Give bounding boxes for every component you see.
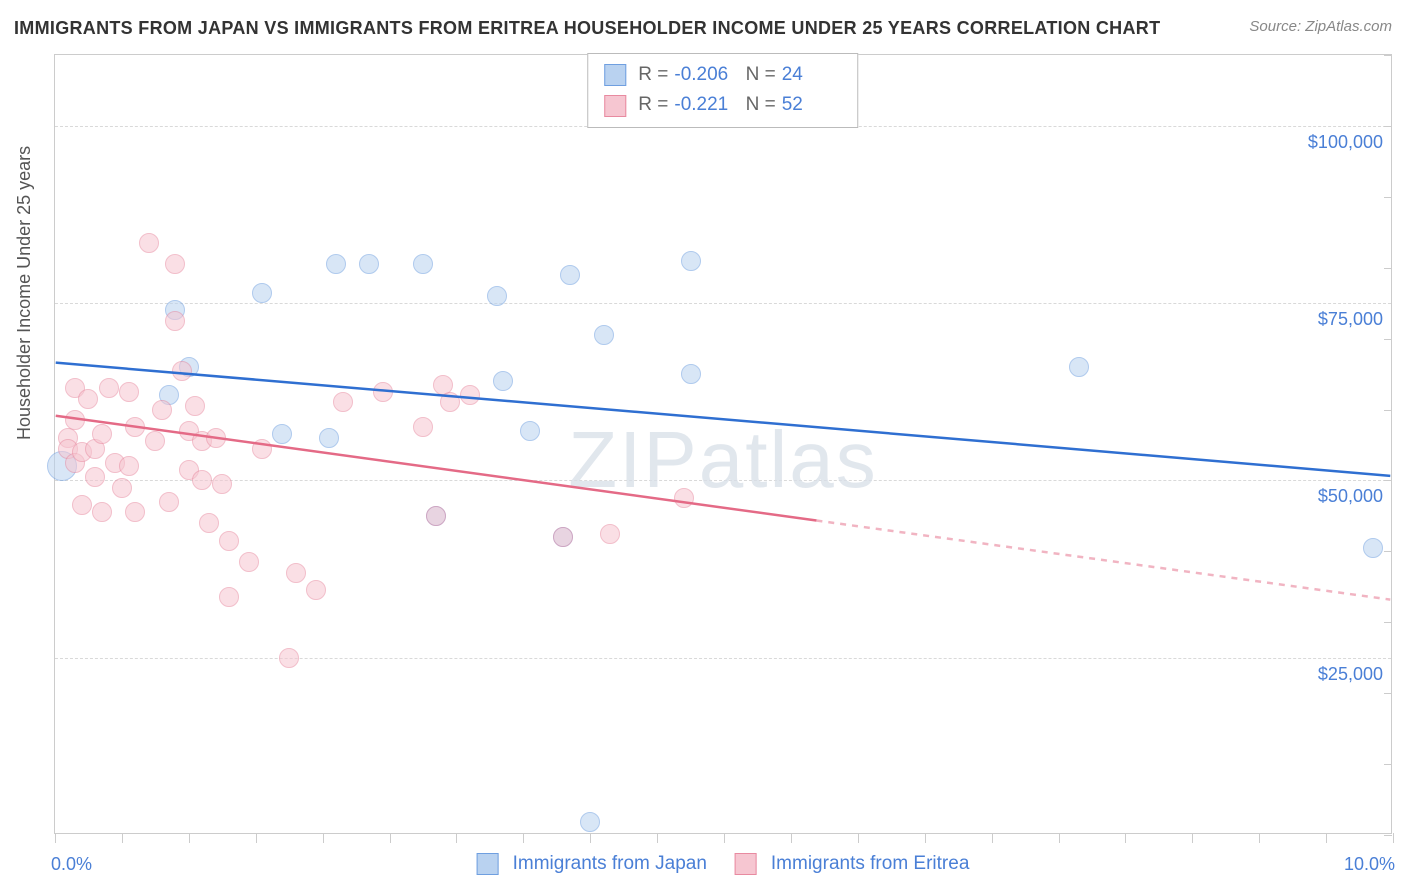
stats-row-0: R = -0.206 N = 24: [604, 60, 841, 90]
data-point: [487, 286, 507, 306]
data-point: [279, 648, 299, 668]
data-point: [165, 311, 185, 331]
data-point: [125, 502, 145, 522]
data-point: [252, 283, 272, 303]
data-point: [493, 371, 513, 391]
data-point: [426, 506, 446, 526]
data-point: [212, 474, 232, 494]
legend-item-0: Immigrants from Japan: [477, 853, 707, 875]
data-point: [78, 389, 98, 409]
data-point: [460, 385, 480, 405]
data-point: [239, 552, 259, 572]
data-point: [159, 492, 179, 512]
data-point: [165, 254, 185, 274]
y-axis-title: Householder Income Under 25 years: [14, 146, 35, 440]
data-point: [199, 513, 219, 533]
data-point: [359, 254, 379, 274]
swatch-series-0: [604, 64, 626, 86]
data-point: [85, 467, 105, 487]
data-point: [681, 251, 701, 271]
data-point: [272, 424, 292, 444]
chart-title: IMMIGRANTS FROM JAPAN VS IMMIGRANTS FROM…: [14, 18, 1160, 39]
data-point: [119, 456, 139, 476]
x-tick-label-min: 0.0%: [51, 854, 92, 875]
data-point: [306, 580, 326, 600]
data-point: [99, 378, 119, 398]
data-point: [594, 325, 614, 345]
data-point: [145, 431, 165, 451]
title-bar: IMMIGRANTS FROM JAPAN VS IMMIGRANTS FROM…: [14, 18, 1392, 39]
data-point: [172, 361, 192, 381]
y-tick-label: $50,000: [1283, 486, 1383, 507]
data-point: [119, 382, 139, 402]
data-point: [65, 410, 85, 430]
data-point: [185, 396, 205, 416]
gridline-h: [55, 480, 1391, 481]
source-label: Source: ZipAtlas.com: [1249, 18, 1392, 35]
data-point: [440, 392, 460, 412]
data-point: [219, 531, 239, 551]
data-point: [219, 587, 239, 607]
stats-row-1: R = -0.221 N = 52: [604, 90, 841, 120]
data-point: [326, 254, 346, 274]
gridline-h: [55, 658, 1391, 659]
legend-item-1: Immigrants from Eritrea: [735, 853, 969, 875]
data-point: [520, 421, 540, 441]
y-tick-label: $75,000: [1283, 309, 1383, 330]
y-tick-label: $100,000: [1283, 132, 1383, 153]
legend-swatch-1: [735, 853, 757, 875]
data-point: [139, 233, 159, 253]
data-point: [125, 417, 145, 437]
data-point: [1069, 357, 1089, 377]
data-point: [112, 478, 132, 498]
data-point: [252, 439, 272, 459]
data-point: [560, 265, 580, 285]
swatch-series-1: [604, 95, 626, 117]
data-point: [286, 563, 306, 583]
stats-legend: R = -0.206 N = 24 R = -0.221 N = 52: [587, 53, 858, 128]
data-point: [319, 428, 339, 448]
legend-swatch-0: [477, 853, 499, 875]
x-tick-label-max: 10.0%: [1344, 854, 1395, 875]
data-point: [413, 254, 433, 274]
data-point: [580, 812, 600, 832]
data-point: [72, 495, 92, 515]
watermark: ZIPatlas: [568, 414, 877, 506]
data-point: [92, 502, 112, 522]
data-point: [92, 424, 112, 444]
data-point: [674, 488, 694, 508]
data-point: [681, 364, 701, 384]
gridline-h: [55, 303, 1391, 304]
data-point: [413, 417, 433, 437]
data-point: [206, 428, 226, 448]
data-point: [553, 527, 573, 547]
data-point: [333, 392, 353, 412]
data-point: [373, 382, 393, 402]
data-point: [600, 524, 620, 544]
data-point: [1363, 538, 1383, 558]
data-point: [152, 400, 172, 420]
series-legend: Immigrants from Japan Immigrants from Er…: [477, 853, 970, 875]
y-tick-label: $25,000: [1283, 664, 1383, 685]
data-point: [192, 470, 212, 490]
plot-area: ZIPatlas R = -0.206 N = 24 R = -0.221 N …: [54, 54, 1392, 834]
